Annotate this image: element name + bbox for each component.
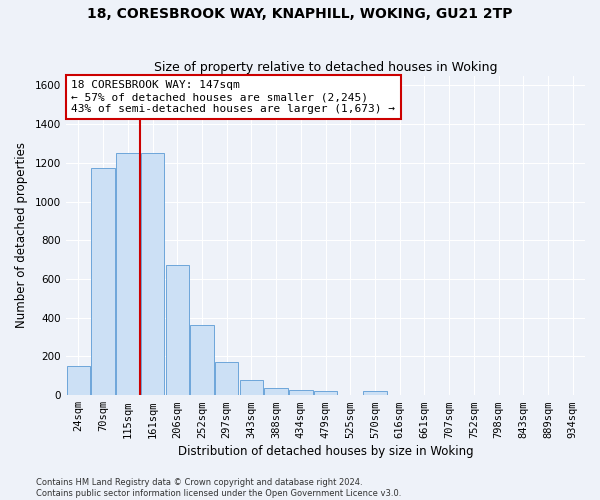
Bar xyxy=(314,392,337,395)
Bar xyxy=(141,153,164,395)
Text: 18 CORESBROOK WAY: 147sqm
← 57% of detached houses are smaller (2,245)
43% of se: 18 CORESBROOK WAY: 147sqm ← 57% of detac… xyxy=(71,80,395,114)
Bar xyxy=(239,380,263,395)
Bar xyxy=(289,390,313,395)
Text: Contains HM Land Registry data © Crown copyright and database right 2024.
Contai: Contains HM Land Registry data © Crown c… xyxy=(36,478,401,498)
Bar xyxy=(265,388,288,395)
Bar xyxy=(363,392,386,395)
Bar xyxy=(215,362,238,395)
X-axis label: Distribution of detached houses by size in Woking: Distribution of detached houses by size … xyxy=(178,444,473,458)
Bar xyxy=(67,366,90,395)
Bar xyxy=(190,326,214,395)
Bar xyxy=(166,266,189,395)
Bar xyxy=(91,168,115,395)
Text: 18, CORESBROOK WAY, KNAPHILL, WOKING, GU21 2TP: 18, CORESBROOK WAY, KNAPHILL, WOKING, GU… xyxy=(87,8,513,22)
Bar xyxy=(116,153,140,395)
Y-axis label: Number of detached properties: Number of detached properties xyxy=(15,142,28,328)
Title: Size of property relative to detached houses in Woking: Size of property relative to detached ho… xyxy=(154,62,497,74)
